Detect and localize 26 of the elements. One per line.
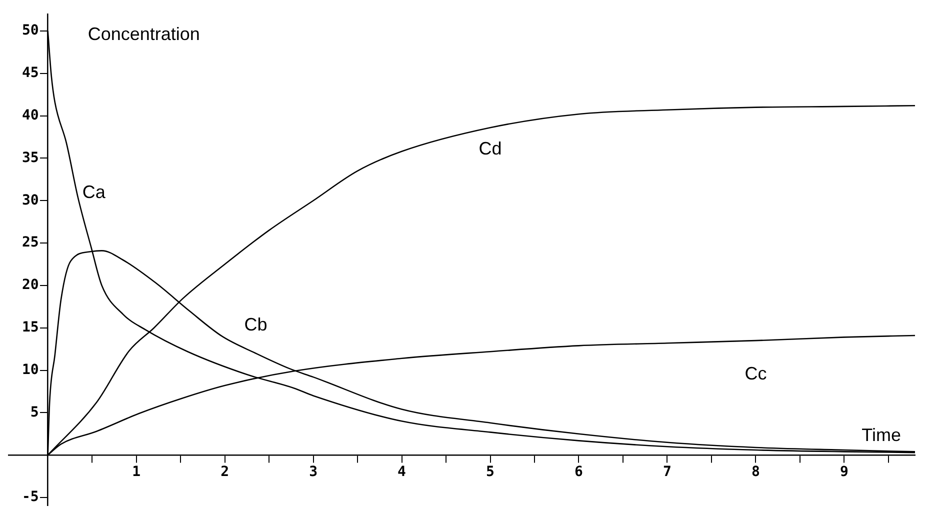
x-tick-label: 3 (309, 464, 318, 480)
series-label: Ca (82, 182, 106, 202)
x-tick-label: 8 (752, 464, 760, 480)
series-label: Cd (478, 138, 502, 159)
x-tick-label: 6 (574, 464, 583, 480)
y-tick-label: 25 (22, 234, 39, 251)
series-label: Cb (244, 314, 268, 334)
y-tick-label: 35 (22, 150, 39, 166)
y-tick-label: 30 (22, 192, 39, 208)
x-tick-label: 1 (132, 464, 141, 480)
y-tick-label: 5 (30, 404, 39, 420)
x-tick-label: 9 (840, 464, 848, 480)
y-tick-label: 40 (22, 107, 39, 124)
x-axis-title: Time (862, 425, 901, 446)
x-tick-label: 5 (486, 464, 494, 480)
y-tick-label: 20 (22, 277, 39, 294)
y-tick-label: 15 (22, 320, 39, 336)
x-tick-label: 7 (663, 464, 672, 480)
series-label: Cc (744, 364, 767, 384)
y-tick-label: -5 (22, 489, 39, 506)
y-tick-label: 50 (22, 22, 39, 39)
x-tick-label: 2 (220, 464, 230, 480)
y-axis-title: Concentration (88, 24, 200, 44)
x-tick-label: 4 (398, 464, 406, 480)
y-tick-label: 10 (22, 362, 39, 378)
y-tick-label: 45 (22, 65, 39, 82)
